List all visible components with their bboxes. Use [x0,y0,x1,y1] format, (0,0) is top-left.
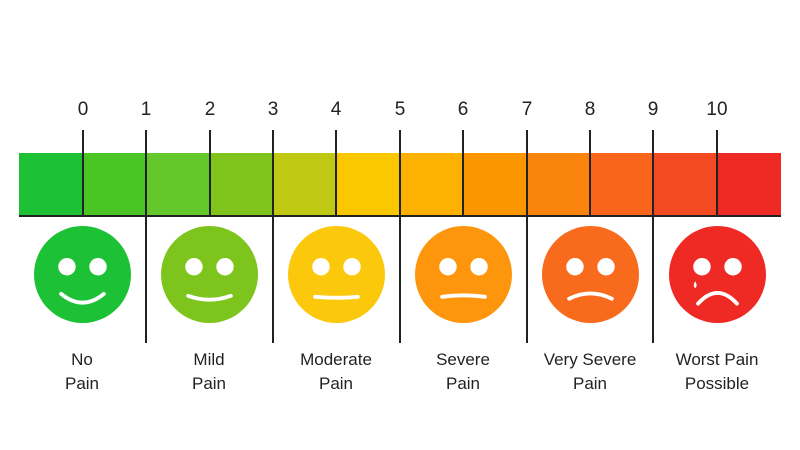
color-segment-8 [527,153,591,216]
very-severe-pain-label: Very Severe Pain [543,350,637,393]
tick-line-0 [82,130,84,216]
tick-line-7 [526,130,528,343]
color-segment-11 [717,153,781,216]
color-segment-3 [209,153,273,216]
color-segment-0 [19,153,83,216]
no-pain-face-icon [34,226,131,323]
tick-line-2 [209,130,211,216]
tick-label-9: 9 [647,99,659,120]
tick-label-1: 1 [140,99,152,120]
tick-line-10 [716,130,718,216]
color-gradient-bar [19,153,781,216]
color-segment-4 [273,153,337,216]
tick-label-5: 5 [394,99,406,120]
moderate-pain-face-icon [288,226,385,323]
tick-label-6: 6 [457,99,469,120]
color-segment-10 [654,153,718,216]
tick-label-7: 7 [521,99,533,120]
very-severe-pain-face-icon [542,226,639,323]
tick-line-4 [335,130,337,216]
tick-line-1 [145,130,147,343]
mild-pain-face-icon [161,226,258,323]
worst-pain-face-icon [669,226,766,323]
tick-line-5 [399,130,401,343]
worst-pain-label: Worst Pain Possible [675,350,759,393]
color-segment-9 [590,153,654,216]
tick-label-4: 4 [330,99,342,120]
tick-label-3: 3 [267,99,279,120]
color-segment-2 [146,153,210,216]
color-segment-5 [336,153,400,216]
tick-label-0: 0 [77,99,89,120]
severe-pain-face-icon [415,226,512,323]
tick-line-3 [272,130,274,343]
tick-line-8 [589,130,591,216]
color-segment-6 [400,153,464,216]
no-pain-label: No Pain [64,350,100,393]
color-segment-7 [463,153,527,216]
tick-line-6 [462,130,464,216]
moderate-pain-label: Moderate Pain [300,350,372,393]
tick-label-10: 10 [706,99,728,120]
tick-label-2: 2 [204,99,216,120]
tick-label-8: 8 [584,99,596,120]
tick-line-9 [652,130,654,343]
mild-pain-label: Mild Pain [191,350,227,393]
color-segment-1 [82,153,146,216]
severe-pain-label: Severe Pain [436,350,490,393]
